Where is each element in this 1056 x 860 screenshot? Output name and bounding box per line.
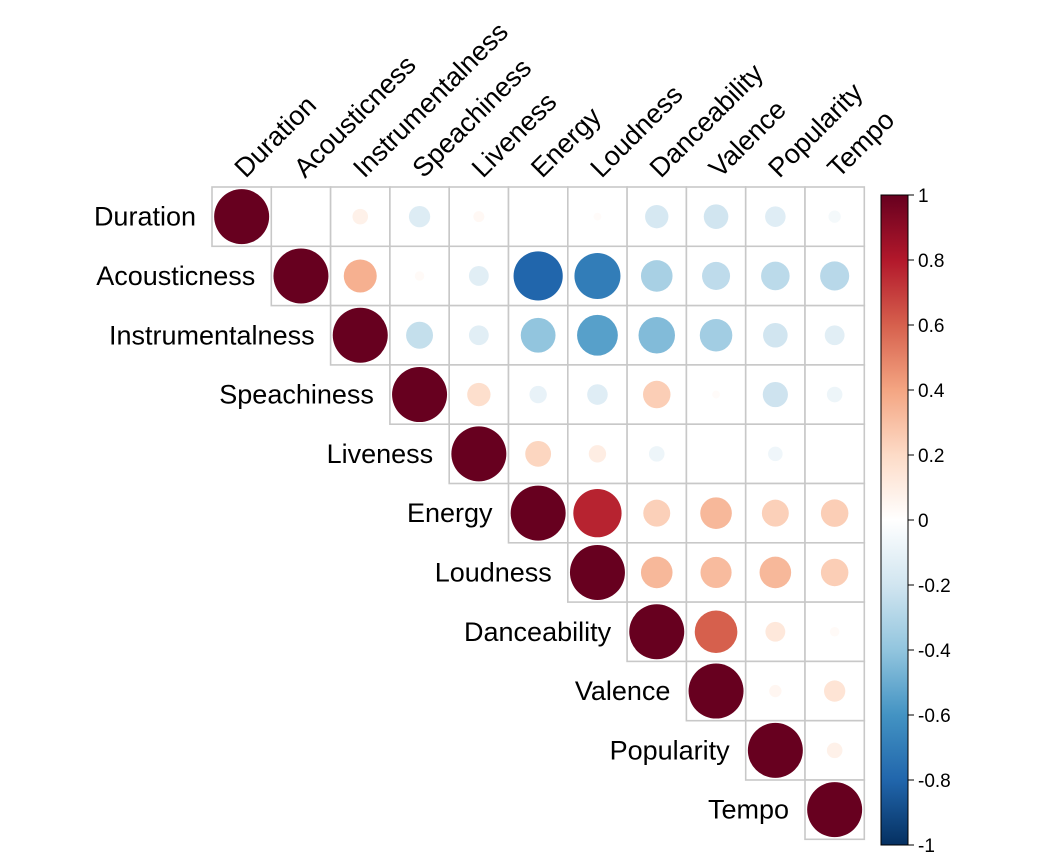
- correlation-circle-acousticness-energy: [513, 251, 563, 301]
- correlation-circle-acousticness-liveness: [468, 266, 489, 286]
- grid-cell: [626, 186, 688, 248]
- correlation-circle-speachiness-valence: [712, 390, 720, 399]
- correlation-circle-acousticness-valence: [702, 261, 731, 290]
- correlation-circle-speachiness-danceability: [643, 380, 671, 409]
- row-label-danceability: Danceability: [464, 617, 612, 647]
- correlation-circle-energy-tempo: [820, 499, 849, 527]
- row-label-acousticness: Acousticness: [96, 261, 255, 291]
- correlation-circle-duration-popularity: [765, 206, 786, 227]
- colorbar-tick-label: -0.8: [918, 771, 951, 792]
- correlation-circle-energy-loudness: [573, 489, 622, 538]
- correlation-circle-duration-instrumentalness: [352, 208, 369, 225]
- correlation-circle-acousticness-speachiness: [414, 271, 425, 281]
- correlation-circle-acousticness-loudness: [574, 252, 621, 299]
- correlation-circle-danceability-valence: [694, 610, 738, 654]
- correlation-circle-instrumentalness-speachiness: [406, 321, 434, 349]
- row-label-tempo: Tempo: [708, 795, 789, 825]
- correlation-circle-speachiness-tempo: [826, 386, 843, 403]
- correlation-circle-acousticness-instrumentalness: [343, 259, 377, 293]
- correlation-circle-loudness-popularity: [759, 556, 792, 589]
- correlation-circle-energy-danceability: [643, 499, 671, 527]
- correlation-circle-duration-liveness: [473, 211, 485, 223]
- correlation-circle-energy-valence: [700, 497, 732, 529]
- correlation-circle-valence-popularity: [769, 684, 782, 698]
- correlation-circle-liveness-liveness: [451, 426, 507, 482]
- colorbar-tick-label: 0.4: [918, 381, 945, 402]
- grid-cell: [507, 186, 569, 248]
- correlation-circle-instrumentalness-danceability: [638, 317, 675, 354]
- correlation-circle-duration-danceability: [645, 204, 669, 229]
- colorbar-tick-label: 1: [918, 186, 929, 207]
- correlation-circle-duration-tempo: [828, 210, 841, 223]
- correlation-circle-loudness-valence: [700, 556, 732, 589]
- correlation-circle-popularity-popularity: [747, 722, 803, 778]
- correlation-circle-instrumentalness-energy: [520, 317, 556, 353]
- correlation-circle-valence-valence: [688, 663, 744, 719]
- row-label-energy: Energy: [407, 498, 493, 528]
- correlation-circle-danceability-danceability: [629, 604, 685, 660]
- correlation-circle-duration-speachiness: [408, 206, 431, 228]
- correlation-circle-instrumentalness-valence: [699, 318, 733, 352]
- correlation-circle-acousticness-popularity: [761, 261, 790, 291]
- correlation-circle-acousticness-danceability: [640, 260, 673, 292]
- correlation-circle-loudness-danceability: [640, 556, 673, 589]
- correlation-circle-loudness-loudness: [569, 544, 625, 600]
- colorbar-tick-label: -0.4: [918, 641, 951, 662]
- correlation-circle-liveness-danceability: [648, 446, 665, 462]
- colorbar-tick-label: -0.6: [918, 706, 951, 727]
- correlation-circle-instrumentalness-liveness: [468, 325, 489, 346]
- column-labels: DurationAcousticnessInstrumentalnessSpea…: [229, 17, 901, 184]
- correlation-circle-instrumentalness-loudness: [577, 314, 618, 356]
- grid-cell: [685, 423, 747, 485]
- row-label-liveness: Liveness: [327, 439, 434, 469]
- correlation-circle-danceability-popularity: [765, 621, 786, 642]
- correlation-circle-liveness-popularity: [768, 446, 783, 462]
- correlation-circle-duration-valence: [703, 204, 729, 229]
- correlation-circle-speachiness-energy: [529, 385, 547, 404]
- correlation-circle-popularity-tempo: [826, 742, 843, 759]
- grid-cell: [389, 245, 450, 307]
- correlation-circle-loudness-tempo: [820, 558, 849, 587]
- colorbar-tick-label: -0.2: [918, 576, 951, 597]
- row-label-popularity: Popularity: [610, 735, 731, 765]
- colorbar-tick-label: -1: [918, 836, 935, 857]
- correlation-circle-danceability-tempo: [829, 626, 840, 637]
- colorbar-tick-label: 0.2: [918, 446, 944, 467]
- correlation-circle-energy-popularity: [761, 499, 789, 527]
- correlation-circle-liveness-loudness: [588, 445, 607, 463]
- colorbar-tick-label: 0.8: [918, 251, 944, 272]
- row-label-loudness: Loudness: [435, 557, 552, 587]
- colorbar-tick-label: 0.6: [918, 316, 944, 337]
- row-label-valence: Valence: [575, 676, 671, 706]
- colorbar-legend: 1 0.8 0.6 0.4 0.2 0 -0.2 -0.4 -0.6 -0.8 -1: [880, 186, 951, 857]
- colorbar: [880, 194, 909, 846]
- correlation-circle-speachiness-speachiness: [392, 367, 448, 423]
- correlation-circle-tempo-tempo: [807, 782, 863, 838]
- row-labels: Duration Acousticness Instrumentalness Spea…: [94, 202, 789, 825]
- correlation-circle-duration-duration: [214, 189, 270, 245]
- correlation-circle-liveness-energy: [525, 440, 552, 467]
- correlation-circle-energy-energy: [510, 485, 566, 541]
- correlation-circle-speachiness-popularity: [762, 381, 788, 408]
- correlation-circle-instrumentalness-tempo: [824, 325, 845, 346]
- correlation-circle-valence-tempo: [824, 680, 846, 702]
- correlation-circle-acousticness-tempo: [820, 261, 850, 291]
- correlation-circle-instrumentalness-instrumentalness: [332, 307, 388, 363]
- row-label-duration: Duration: [94, 202, 196, 232]
- colorbar-tick-label: 0: [918, 511, 929, 532]
- grid-cell: [804, 423, 866, 485]
- correlation-circle-duration-loudness: [593, 212, 602, 221]
- correlation-circles: [214, 189, 863, 838]
- correlation-circle-speachiness-liveness: [467, 382, 491, 407]
- correlation-circle-acousticness-acousticness: [273, 248, 329, 304]
- grid-cell: [270, 186, 332, 248]
- correlation-circle-speachiness-loudness: [587, 384, 608, 405]
- row-label-instrumentalness: Instrumentalness: [109, 320, 315, 350]
- row-label-speachiness: Speachiness: [219, 380, 374, 410]
- correlation-circle-instrumentalness-popularity: [763, 322, 788, 348]
